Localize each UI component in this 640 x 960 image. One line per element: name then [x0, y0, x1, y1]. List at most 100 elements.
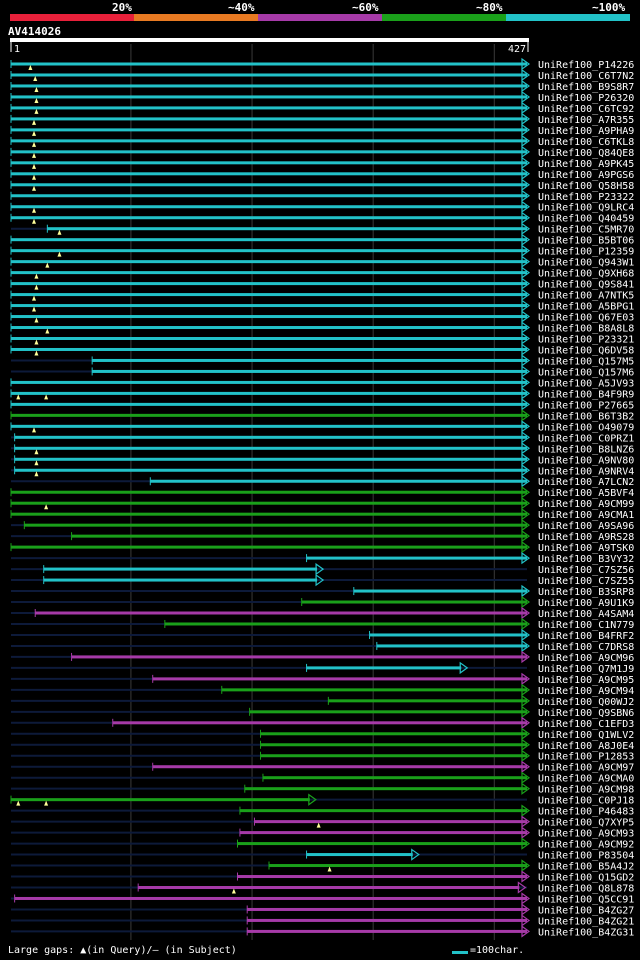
hit-arrow-73 — [521, 859, 531, 872]
hit-bar-24 — [11, 326, 527, 330]
hit-label-79: UniRef100_B4ZG31 — [538, 927, 634, 938]
hit-arrow-8 — [521, 145, 531, 159]
hit-bar-33 — [11, 424, 527, 428]
hit-bar-25 — [11, 337, 527, 340]
hit-bar-29 — [11, 380, 527, 384]
hit-gap-marker-17-0 — [57, 251, 62, 257]
hit-bar-42 — [24, 523, 527, 527]
hit-label-48: UniRef100_B3SRP8 — [538, 587, 634, 598]
hit-arrow-29 — [521, 376, 531, 389]
hit-bar-35 — [14, 446, 528, 450]
hit-label-34: UniRef100_C0PRZ1 — [538, 433, 634, 444]
hit-label-1: UniRef100_C6T7N2 — [538, 71, 634, 82]
hit-gap-marker-25-0 — [34, 339, 39, 345]
hit-bar-51 — [164, 622, 527, 626]
hit-bar-20 — [11, 282, 527, 286]
hit-label-59: UniRef100_Q9SBN6 — [538, 708, 634, 719]
hit-arrow-61 — [521, 727, 531, 740]
hit-arrow-10 — [521, 167, 531, 180]
hit-bar-13 — [11, 205, 527, 209]
hit-arrow-27 — [521, 354, 531, 367]
hit-label-45: UniRef100_B3VY32 — [538, 554, 634, 565]
hit-gap-marker-33-0 — [32, 427, 37, 433]
hit-gap-marker-75-0 — [231, 888, 236, 894]
hit-arrow-50 — [521, 606, 531, 620]
hit-label-74: UniRef100_Q15GD2 — [538, 873, 634, 884]
hit-arrow-68 — [521, 804, 531, 817]
hit-arrow-58 — [521, 694, 531, 708]
hit-arrow-13 — [521, 200, 531, 213]
hit-label-43: UniRef100_A9RS28 — [538, 532, 634, 543]
hit-label-66: UniRef100_A9CM98 — [538, 785, 634, 796]
hit-label-64: UniRef100_A9CM97 — [538, 763, 634, 774]
query-bar — [10, 38, 529, 42]
hit-gap-marker-40-0 — [44, 504, 49, 510]
hit-arrow-7 — [521, 134, 531, 148]
hit-label-53: UniRef100_C7DRS8 — [538, 642, 634, 653]
hit-bar-5 — [11, 117, 527, 121]
hit-gap-marker-9-0 — [32, 163, 37, 169]
hit-label-6: UniRef100_A9PHA9 — [538, 126, 634, 137]
hit-label-21: UniRef100_A7NTK5 — [538, 291, 634, 302]
hit-bar-27 — [92, 358, 527, 362]
hit-label-49: UniRef100_A9U1K9 — [538, 598, 634, 609]
hit-bar-0 — [11, 62, 527, 66]
hit-arrow-67 — [308, 793, 317, 806]
hit-arrow-6 — [521, 123, 531, 137]
legend-label-60: ~60% — [352, 1, 379, 14]
hit-label-77: UniRef100_B4ZG27 — [538, 905, 634, 916]
hit-arrow-34 — [521, 431, 531, 444]
hit-bar-31 — [11, 402, 527, 406]
hit-gap-marker-22-0 — [32, 306, 37, 312]
hit-arrow-12 — [521, 189, 531, 202]
hit-arrow-30 — [521, 387, 531, 400]
scale-key-bar — [452, 951, 468, 954]
hit-bar-75 — [138, 886, 520, 889]
hit-label-50: UniRef100_A4SAM4 — [538, 609, 634, 620]
hit-gap-marker-2-0 — [34, 86, 39, 92]
hit-gap-marker-15-0 — [57, 229, 62, 235]
hit-bar-69 — [254, 820, 527, 824]
hit-gap-marker-11-0 — [32, 185, 37, 191]
hit-bar-48 — [353, 589, 527, 593]
hit-bar-15 — [47, 227, 528, 231]
hit-bar-21 — [11, 293, 527, 297]
hit-gap-marker-23-0 — [34, 317, 39, 323]
hit-label-51: UniRef100_C1N779 — [538, 620, 634, 631]
hit-label-23: UniRef100_Q67E03 — [538, 313, 634, 324]
hit-gap-marker-67-0 — [16, 800, 21, 806]
hit-bar-77 — [247, 907, 527, 911]
hit-label-33: UniRef100_O49079 — [538, 422, 634, 433]
hit-arrow-47 — [315, 573, 325, 587]
hit-gap-marker-0-0 — [28, 65, 33, 70]
hit-label-37: UniRef100_A9NRV4 — [538, 466, 634, 477]
hit-arrow-52 — [521, 628, 531, 642]
hit-arrow-69 — [521, 815, 531, 828]
hit-label-11: UniRef100_Q58H58 — [538, 181, 634, 192]
hit-label-70: UniRef100_A9CM93 — [538, 829, 634, 840]
legend-label-100: ~100% — [592, 1, 626, 14]
hit-label-60: UniRef100_C1EFD3 — [538, 719, 634, 730]
hit-label-61: UniRef100_Q1WLV2 — [538, 730, 634, 741]
hit-arrow-32 — [521, 409, 531, 422]
hit-bar-28 — [92, 369, 527, 373]
hit-bar-68 — [239, 809, 528, 813]
hit-bar-58 — [328, 699, 527, 703]
hit-arrow-78 — [521, 914, 531, 927]
hit-bar-39 — [11, 490, 527, 494]
hit-bar-22 — [11, 304, 527, 308]
hit-arrow-4 — [521, 101, 531, 115]
hit-label-2: UniRef100_B9S8R7 — [538, 82, 634, 93]
hit-arrow-41 — [521, 508, 531, 521]
hit-bar-18 — [11, 260, 527, 264]
hit-label-69: UniRef100_Q7XYP5 — [538, 818, 634, 829]
hit-bar-37 — [14, 468, 528, 472]
hit-label-63: UniRef100_P12853 — [538, 752, 634, 763]
hit-bar-76 — [14, 896, 528, 900]
hit-label-5: UniRef100_A7R355 — [538, 115, 634, 126]
hit-arrow-14 — [521, 211, 531, 224]
hit-label-17: UniRef100_P12359 — [538, 247, 634, 258]
hit-gap-marker-30-0 — [16, 394, 21, 400]
hit-gap-marker-37-0 — [34, 471, 39, 477]
